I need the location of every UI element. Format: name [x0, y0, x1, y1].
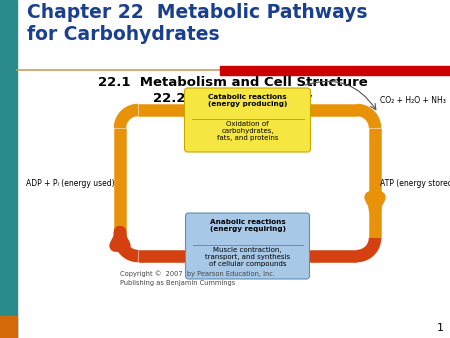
Text: Anabolic reactions
(energy requiring): Anabolic reactions (energy requiring) [210, 219, 285, 232]
FancyBboxPatch shape [185, 213, 310, 279]
Bar [0, 316, 17, 338]
Text: for Carbohydrates: for Carbohydrates [27, 25, 220, 44]
FancyBboxPatch shape [184, 88, 310, 152]
Text: ADP + Pᵢ (energy used): ADP + Pᵢ (energy used) [27, 178, 115, 188]
Text: Oxidation of
carbohydrates,
fats, and proteins: Oxidation of carbohydrates, fats, and pr… [217, 121, 278, 141]
Text: Muscle contraction,
transport, and synthesis
of cellular compounds: Muscle contraction, transport, and synth… [205, 247, 290, 267]
Text: Chapter 22  Metabolic Pathways: Chapter 22 Metabolic Pathways [27, 3, 368, 22]
Bar [220, 66, 450, 75]
Text: Catabolic reactions
(energy producing): Catabolic reactions (energy producing) [208, 94, 287, 107]
Text: CO₂ + H₂O + NH₃: CO₂ + H₂O + NH₃ [380, 96, 446, 105]
Text: 1: 1 [437, 323, 444, 333]
Text: Copyright ©  2007  by Pearson Education, Inc.
Publishing as Benjamin Cummings: Copyright © 2007 by Pearson Education, I… [120, 270, 275, 286]
Text: 22.2  ATP and Energy: 22.2 ATP and Energy [153, 92, 313, 105]
Bar [0, 0, 17, 338]
Text: ATP (energy stored): ATP (energy stored) [380, 178, 450, 188]
Text: 22.1  Metabolism and Cell Structure: 22.1 Metabolism and Cell Structure [98, 76, 368, 89]
